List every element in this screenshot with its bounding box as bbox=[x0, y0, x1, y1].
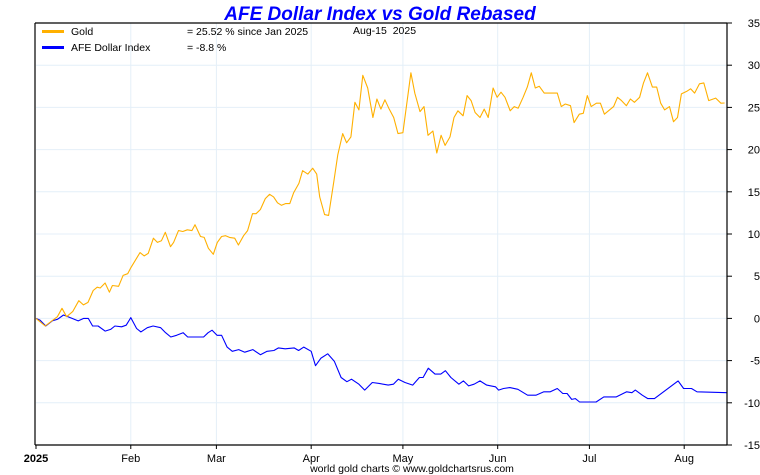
y-tick-label: -5 bbox=[750, 356, 760, 368]
y-tick-label: -15 bbox=[744, 440, 760, 452]
y-tick-label: 10 bbox=[748, 229, 760, 241]
legend-value-afe: = -8.8 % bbox=[187, 42, 226, 54]
x-tick-label: Apr bbox=[303, 453, 320, 465]
y-tick-label: 30 bbox=[748, 60, 760, 72]
series-line-afe-dollar-index bbox=[35, 314, 728, 403]
chart-title: AFE Dollar Index vs Gold Rebased bbox=[223, 4, 536, 25]
y-tick-label: 25 bbox=[748, 102, 760, 114]
tick-labels: 35 30 25 20 15 10 5 0 -5 -10 -15 2025 Feb Mar Apr May Ju… bbox=[24, 18, 760, 465]
x-tick-label: May bbox=[393, 453, 414, 465]
legend-swatch-gold bbox=[42, 30, 64, 33]
legend-value-gold: = 25.52 % since Jan 2025 bbox=[187, 26, 308, 38]
x-tick-label: Feb bbox=[121, 453, 140, 465]
x-tick-label: Jul bbox=[582, 453, 596, 465]
y-tick-label: -10 bbox=[744, 398, 760, 410]
series-lines bbox=[35, 72, 728, 403]
legend-label-afe: AFE Dollar Index bbox=[71, 42, 151, 54]
legend-swatch-afe bbox=[42, 46, 64, 49]
axes bbox=[34, 22, 732, 449]
x-tick-label: Aug bbox=[674, 453, 694, 465]
x-tick-label: Jun bbox=[489, 453, 507, 465]
y-tick-label: 0 bbox=[754, 313, 760, 325]
series-line-gold bbox=[35, 72, 725, 327]
legend-label-gold: Gold bbox=[71, 26, 93, 38]
y-tick-label: 20 bbox=[748, 145, 760, 157]
y-tick-label: 15 bbox=[748, 187, 760, 199]
legend: Gold = 25.52 % since Jan 2025 AFE Dollar… bbox=[42, 26, 308, 54]
x-tick-label: 2025 bbox=[24, 453, 48, 465]
date-label: Aug-15 2025 bbox=[353, 25, 416, 37]
footer-credit: world gold charts © www.goldchartsrus.co… bbox=[309, 463, 514, 475]
x-tick-label: Mar bbox=[207, 453, 226, 465]
y-tick-label: 5 bbox=[754, 271, 760, 283]
grid-lines bbox=[36, 22, 727, 446]
y-tick-label: 35 bbox=[748, 18, 760, 30]
